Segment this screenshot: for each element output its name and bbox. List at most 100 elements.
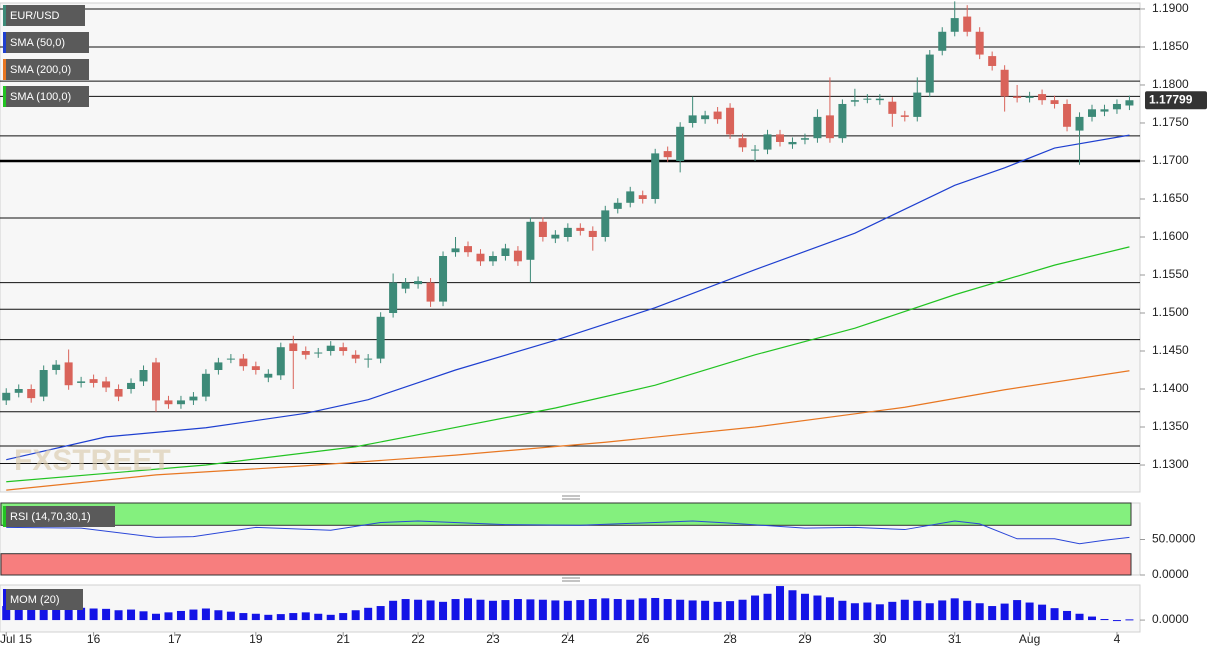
bar [102, 608, 111, 621]
bar [139, 611, 148, 621]
candle-body [476, 253, 485, 262]
candle-body [176, 400, 185, 405]
last-price-label: 1.17799 [1149, 92, 1193, 106]
legend-item: SMA (200,0) [3, 59, 89, 80]
x-tick-label: 30 [873, 632, 887, 646]
candle-body [426, 282, 435, 302]
bar [14, 606, 23, 621]
candle-body [738, 138, 747, 148]
oversold-band [0, 553, 1132, 576]
bar [913, 600, 922, 621]
candle-body [676, 126, 685, 161]
bar [551, 600, 560, 621]
bar [389, 600, 398, 621]
bar [451, 599, 460, 621]
x-tick-label: 23 [486, 632, 500, 646]
bar [376, 606, 385, 621]
bar [1075, 613, 1084, 621]
y-tick-label: 1.1650 [1152, 191, 1189, 205]
candle-body [251, 366, 260, 371]
y-tick-label: 1.1750 [1152, 115, 1189, 129]
candle-body [401, 282, 410, 289]
x-tick-label: 4 [1114, 632, 1121, 646]
x-tick-label: 24 [561, 632, 575, 646]
bar [351, 610, 360, 621]
candle-body [464, 246, 472, 253]
bar [838, 600, 847, 621]
candle-body [713, 111, 722, 120]
y-tick-label: 50.0000 [1152, 532, 1196, 546]
candle-body [563, 227, 572, 237]
candle-body [276, 347, 285, 376]
candle-body [538, 221, 547, 237]
candle-body [950, 18, 959, 32]
bar [326, 614, 335, 621]
y-tick-label: 1.1900 [1152, 1, 1189, 15]
candle-body [526, 221, 535, 260]
candle-body [351, 354, 360, 359]
bar [576, 600, 585, 621]
x-tick-label: 19 [249, 632, 263, 646]
bar [251, 613, 260, 621]
legend-item: MOM (20) [3, 589, 83, 610]
candle-body [1100, 109, 1109, 112]
candle-body [102, 381, 111, 388]
legend-box [3, 59, 89, 80]
bar [314, 613, 323, 621]
candle-body [988, 56, 997, 66]
x-tick-label: 29 [798, 632, 812, 646]
candle-body [201, 373, 210, 397]
y-tick-label: 1.1300 [1152, 457, 1189, 471]
x-tick-label: 31 [948, 632, 962, 646]
bar [688, 600, 697, 621]
candle-body [1000, 69, 1009, 97]
x-tick-label: 17 [168, 632, 182, 646]
candle-body [376, 316, 385, 359]
candle-body [850, 100, 859, 102]
bar [426, 600, 435, 621]
candle-body [626, 191, 635, 203]
bar [963, 600, 972, 621]
bar [239, 613, 248, 621]
y-tick-label: 0.0000 [1152, 567, 1189, 581]
bar [788, 590, 797, 621]
candle-body [214, 362, 223, 371]
bar [626, 599, 635, 621]
bar [464, 598, 472, 621]
bar [64, 606, 73, 621]
candle-body [800, 138, 809, 140]
x-tick-label: 26 [636, 632, 650, 646]
candle-body [1063, 103, 1072, 127]
bar [77, 607, 86, 621]
candle-body [925, 54, 934, 93]
bar [89, 608, 98, 621]
candle-body [701, 115, 710, 120]
bar [364, 607, 373, 621]
x-tick-label: 28 [723, 632, 737, 646]
bar [751, 595, 760, 621]
y-tick-label: 1.1550 [1152, 267, 1189, 281]
legend-item: RSI (14,70,30,1) [3, 506, 115, 527]
bar [276, 614, 285, 621]
bar [1112, 620, 1121, 622]
bar [813, 595, 822, 621]
legend-label: SMA (100,0) [10, 91, 71, 103]
bar [863, 602, 872, 621]
candle-body [39, 370, 48, 397]
y-tick-label: 1.1350 [1152, 419, 1189, 433]
candle-body [77, 381, 86, 383]
bar [1088, 616, 1096, 621]
bar [152, 613, 160, 621]
candle-body [314, 352, 323, 354]
candle-body [264, 373, 273, 378]
legend-label: SMA (50,0) [10, 37, 65, 49]
bar [888, 601, 897, 621]
legend-swatch [3, 32, 6, 53]
bar [513, 599, 522, 621]
candle-body [27, 389, 36, 399]
watermark: FXSTREET [14, 444, 171, 477]
candle-body [938, 31, 947, 51]
line [6, 134, 1130, 461]
candle-body [389, 282, 398, 314]
